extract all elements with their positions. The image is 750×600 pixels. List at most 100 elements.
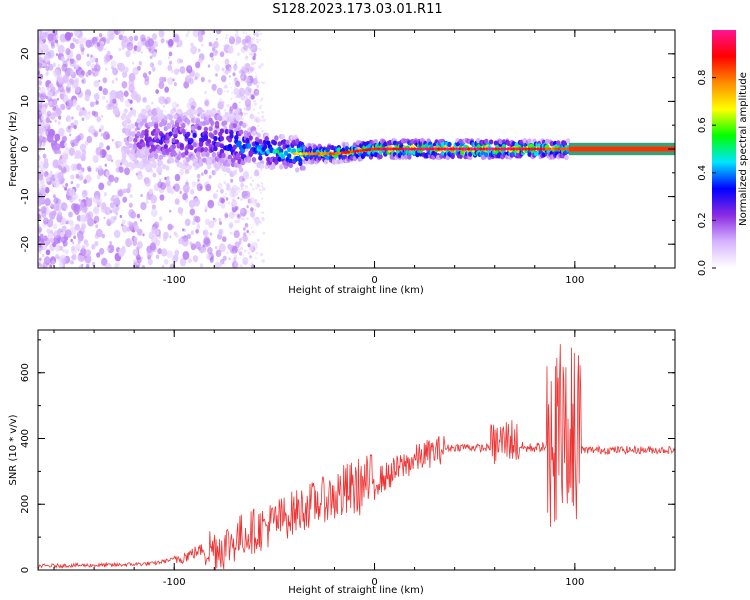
spectrogram-ridge-core [331,152,336,156]
spectrogram-noise-point [95,100,99,105]
spectrogram-noise-point [42,109,47,115]
snr-y-tick-label: 200 [20,495,31,514]
spectrogram-noise-point [256,184,261,188]
spectrogram-noise-point [93,93,100,101]
spectrogram-noise-point [250,47,253,51]
spectrogram-noise-point [169,60,173,65]
spectrogram-ridge-core [566,147,570,151]
spectrogram-ridge-core [518,147,522,151]
spectrogram-noise-point [100,133,104,137]
spectrogram-noise-point [234,61,238,65]
spectrogram-ridge-point [222,120,228,126]
spectrogram-ridge-core [307,152,312,156]
spectrogram-ridge-core [328,152,333,156]
spectrogram-noise-point [55,39,59,44]
spectrogram-ridge-point [129,149,135,155]
spectrogram-noise-point [92,154,99,163]
spectrogram-noise-point [147,38,154,47]
spectrogram-noise-point [104,67,108,71]
spectrogram-noise-point [86,212,90,217]
spectrogram-noise-point [117,140,123,147]
spectrogram-noise-point [76,135,82,142]
spectrogram-noise-point [62,240,68,247]
spectrogram-ridge-point [484,151,489,158]
spectrogram-noise-point [216,87,223,96]
spectrogram-noise-point [144,75,150,82]
spectrogram-noise-point [230,45,233,48]
spectrogram-x-tick-label: 100 [565,275,584,286]
spectrogram-noise-point [133,35,139,42]
spectrogram-noise-point [139,219,142,222]
spectrogram-noise-point [164,176,167,181]
snr-y-tick-label: 600 [20,363,31,382]
spectrogram-noise-point [179,190,182,195]
spectrogram-noise-point [53,230,60,239]
spectrogram-noise-point [212,48,218,57]
spectrogram-noise-point [211,43,215,49]
spectrogram-noise-point [38,56,44,64]
spectrogram-ridge-core [337,151,342,155]
spectrogram-noise-point [190,45,197,55]
spectrogram-noise-point [259,127,263,130]
spectrogram-ridge-point [468,151,473,157]
spectrogram-noise-point [165,179,171,187]
spectrogram-ridge-point [126,118,132,124]
spectrogram-ridge-point [194,109,199,115]
spectrogram-noise-point [167,64,173,71]
spectrogram-noise-point [217,101,224,110]
spectrogram-noise-point [145,196,149,201]
spectrogram-noise-point [54,119,57,123]
spectrogram-x-tick-label: -100 [163,275,186,286]
spectrogram-ridge-point [150,115,156,121]
spectrogram-ridge-point [288,158,293,164]
spectrogram-noise-point [92,195,99,204]
spectrogram-noise-point [66,82,71,88]
spectrogram-ridge-point [203,126,209,132]
spectrogram-noise-point [96,174,101,180]
spectrogram-noise-point [177,69,180,72]
spectrogram-noise-point [252,55,256,61]
spectrogram-noise-point [55,53,59,57]
spectrogram-ridge-point [205,151,210,158]
spectrogram-noise-point [204,218,210,226]
spectrogram-ridge-point [556,140,561,146]
spectrogram-noise-point [182,251,190,260]
spectrogram-ridge-core [560,147,564,151]
spectrogram-noise-point [237,251,240,254]
spectrogram-noise-point [101,114,104,118]
spectrogram-noise-point [38,86,41,91]
spectrogram-ridge-point [291,148,297,154]
spectrogram-ridge-core [391,147,396,151]
spectrogram-ridge-core [325,152,330,156]
spectrogram-noise-point [95,224,99,229]
spectrogram-noise-point [261,115,265,119]
spectrogram-noise-point [125,50,131,58]
spectrogram-ridge-core [476,147,480,151]
spectrogram-noise-point [240,208,245,214]
spectrogram-ridge-point [447,141,452,147]
spectrogram-noise-point [115,159,122,168]
spectrogram-noise-point [211,83,217,91]
spectrogram-noise-point [257,112,260,115]
spectrogram-noise-point [240,179,243,182]
spectrogram-noise-point [158,216,163,221]
spectrogram-ridge-point [203,134,209,140]
spectrogram-ridge-point [352,142,358,148]
spectrogram-ridge-point [174,139,180,145]
spectrogram-noise-point [120,223,124,227]
spectrogram-noise-point [118,34,124,41]
spectrogram-noise-point [231,245,238,254]
spectrogram-noise-point [230,97,233,100]
spectrogram-noise-point [71,142,75,148]
spectrogram-ridge-core [524,147,528,151]
spectrogram-noise-point [58,165,63,171]
spectrogram-noise-point [53,197,59,204]
spectrogram-noise-point [157,59,163,66]
spectrogram-noise-point [239,197,243,201]
spectrogram-noise-point [148,231,155,240]
spectrogram-noise-point [62,178,66,181]
spectrogram-noise-point [99,33,103,38]
spectrogram-noise-point [98,79,101,83]
spectrogram-ridge-point [158,160,164,166]
spectrogram-noise-point [111,159,114,163]
